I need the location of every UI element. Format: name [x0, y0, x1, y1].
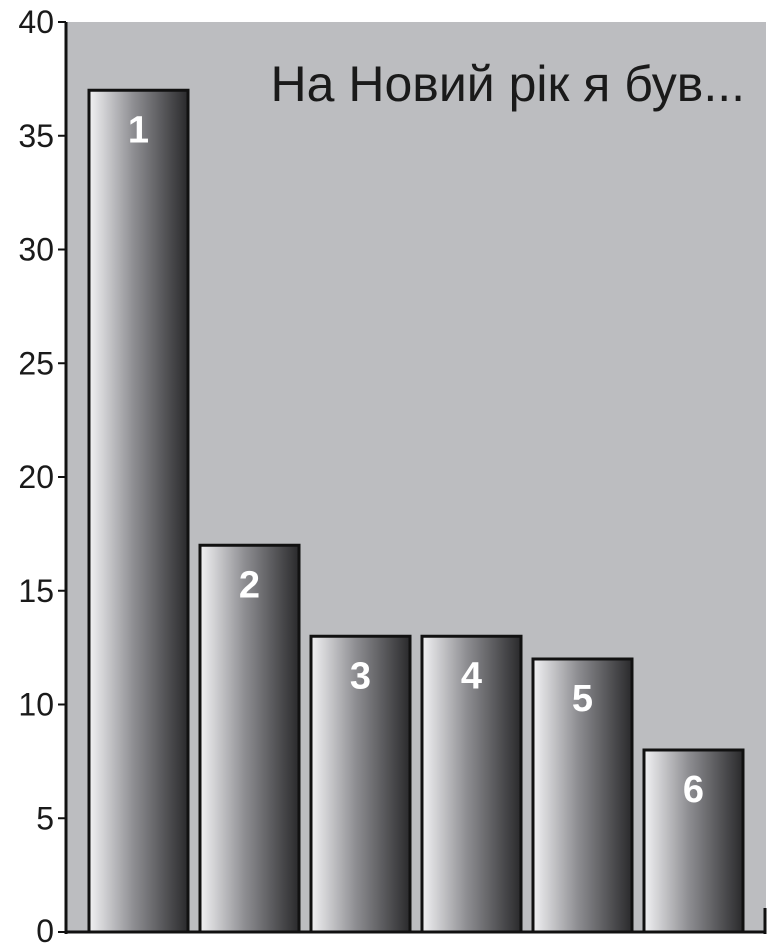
- y-tick-label: 35: [18, 118, 54, 154]
- bar-1: [87, 88, 190, 934]
- bar-label: 6: [683, 769, 704, 811]
- bar-label: 5: [572, 678, 593, 720]
- y-tick-label: 5: [36, 800, 54, 836]
- y-axis-ticks: 0 5 10 15 20 25 30 35 40: [18, 4, 66, 944]
- bar-label: 1: [128, 109, 149, 151]
- bar-label: 3: [350, 655, 371, 697]
- bars-group: [87, 88, 745, 934]
- y-tick-label: 30: [18, 232, 54, 268]
- chart-title: На Новий рік я був...: [271, 56, 745, 112]
- y-tick-label: 40: [18, 4, 54, 40]
- bar-3: [309, 634, 412, 934]
- bar-2: [198, 543, 301, 934]
- y-tick-label: 20: [18, 459, 54, 495]
- bar-label: 2: [239, 564, 260, 606]
- y-tick-label: 15: [18, 573, 54, 609]
- y-tick-label: 25: [18, 345, 54, 381]
- bar-label: 4: [461, 655, 482, 697]
- y-tick-label: 0: [36, 913, 54, 944]
- bar-labels-group: 1 2 3 4 5 6: [128, 109, 704, 811]
- y-tick-label: 10: [18, 687, 54, 723]
